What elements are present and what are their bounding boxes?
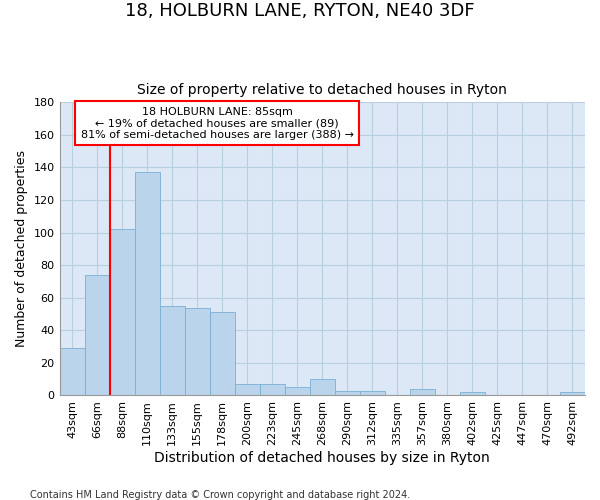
Bar bbox=[310, 379, 335, 396]
Y-axis label: Number of detached properties: Number of detached properties bbox=[15, 150, 28, 348]
Bar bbox=[560, 392, 585, 396]
Bar bbox=[134, 172, 160, 396]
Bar bbox=[110, 230, 134, 396]
Bar bbox=[360, 390, 385, 396]
Text: Contains HM Land Registry data © Crown copyright and database right 2024.: Contains HM Land Registry data © Crown c… bbox=[30, 490, 410, 500]
Bar bbox=[59, 348, 85, 396]
Bar bbox=[185, 308, 209, 396]
Bar bbox=[260, 384, 285, 396]
Text: 18 HOLBURN LANE: 85sqm
← 19% of detached houses are smaller (89)
81% of semi-det: 18 HOLBURN LANE: 85sqm ← 19% of detached… bbox=[80, 106, 353, 140]
Bar bbox=[85, 275, 110, 396]
Bar bbox=[460, 392, 485, 396]
Bar bbox=[235, 384, 260, 396]
Bar bbox=[209, 312, 235, 396]
Title: Size of property relative to detached houses in Ryton: Size of property relative to detached ho… bbox=[137, 83, 507, 97]
Bar bbox=[285, 388, 310, 396]
Bar bbox=[160, 306, 185, 396]
Text: 18, HOLBURN LANE, RYTON, NE40 3DF: 18, HOLBURN LANE, RYTON, NE40 3DF bbox=[125, 2, 475, 21]
Bar bbox=[410, 389, 435, 396]
Bar bbox=[335, 390, 360, 396]
X-axis label: Distribution of detached houses by size in Ryton: Distribution of detached houses by size … bbox=[154, 451, 490, 465]
